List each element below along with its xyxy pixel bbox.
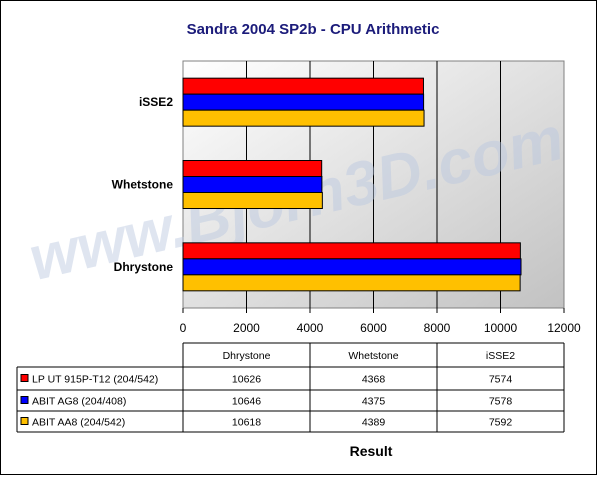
table-header: iSSE2 <box>486 350 515 362</box>
legend-label: LP UT 915P-T12 (204/542) <box>32 374 158 386</box>
category-label: iSSE2 <box>139 95 173 109</box>
category-label: Whetstone <box>112 178 174 192</box>
bar <box>182 258 522 276</box>
table-header: Dhrystone <box>223 350 271 362</box>
legend-swatch <box>20 374 29 382</box>
table-cell: 10618 <box>232 417 261 429</box>
legend-swatch <box>20 417 29 425</box>
table-cell: 10646 <box>232 396 261 408</box>
x-tick-label: 2000 <box>233 321 260 335</box>
x-tick-label: 8000 <box>424 321 451 335</box>
bar <box>182 176 323 193</box>
table-cell: 7592 <box>489 417 513 429</box>
bar <box>182 93 425 111</box>
legend-label: ABIT AG8 (204/408) <box>32 396 126 408</box>
bar <box>182 160 323 177</box>
category-label: Dhrystone <box>114 260 174 274</box>
bar <box>182 192 323 209</box>
legend-swatch <box>20 396 29 404</box>
x-tick-label: 6000 <box>360 321 387 335</box>
chart-title: Sandra 2004 SP2b - CPU Arithmetic <box>187 21 440 38</box>
x-tick-label: 10000 <box>484 321 518 335</box>
table-cell: 4375 <box>362 396 386 408</box>
legend-label: ABIT AA8 (204/542) <box>32 417 125 429</box>
bar <box>182 109 425 127</box>
table-cell: 4368 <box>362 374 386 386</box>
bar <box>182 242 521 260</box>
x-axis-label: Result <box>350 443 393 459</box>
x-tick-label: 12000 <box>547 321 581 335</box>
table-cell: 7574 <box>489 374 513 386</box>
table-cell: 7578 <box>489 396 513 408</box>
x-tick-label: 4000 <box>297 321 324 335</box>
x-tick-label: 0 <box>180 321 187 335</box>
table-cell: 10626 <box>232 374 261 386</box>
table-header: Whetstone <box>348 350 398 362</box>
bar <box>182 274 521 292</box>
table-cell: 4389 <box>362 417 386 429</box>
bar <box>182 77 424 95</box>
